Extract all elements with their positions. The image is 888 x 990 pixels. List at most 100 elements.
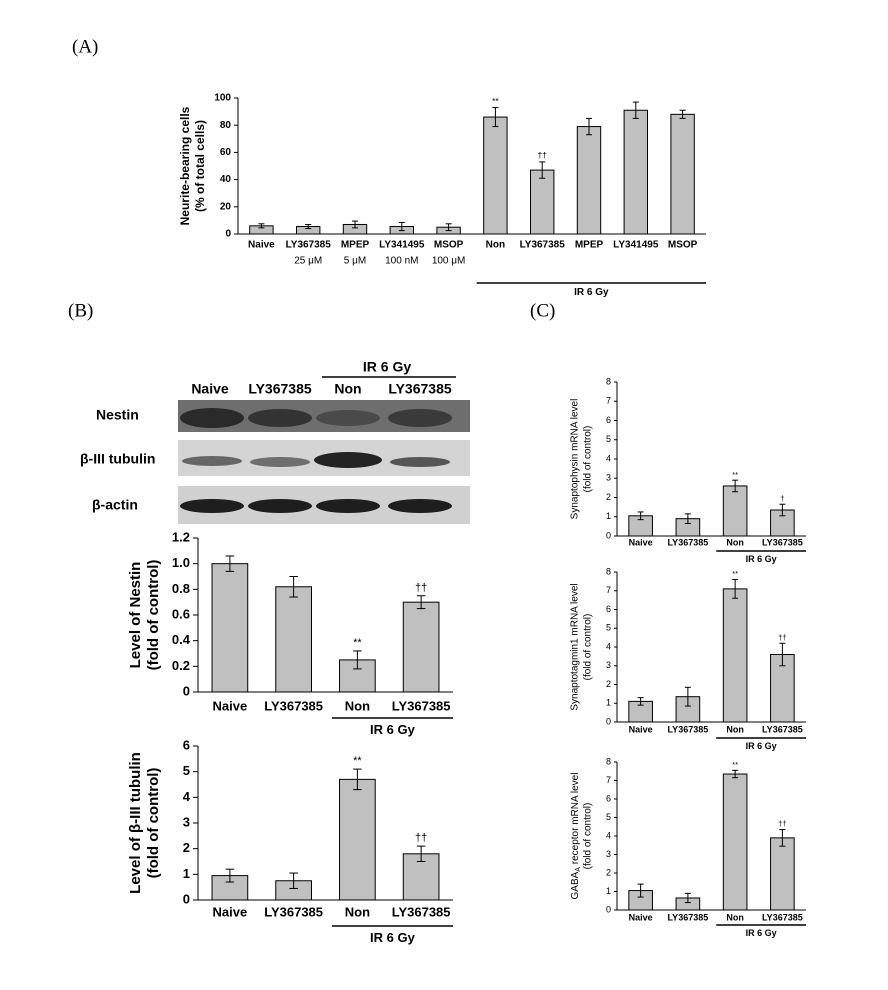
- y-tick-label: 0: [606, 904, 611, 914]
- y-tick-label: 8: [606, 566, 611, 576]
- x-tick-label: LY367385: [762, 724, 803, 734]
- group-label: IR 6 Gy: [370, 722, 416, 737]
- error-bar: [539, 161, 546, 179]
- error-bar: [445, 223, 452, 232]
- y-axis-label: Level of β-III tubulin: [127, 752, 144, 894]
- error-bar: [732, 769, 739, 779]
- x-tick-label: Naive: [248, 240, 275, 251]
- significance-marker: **: [353, 637, 362, 649]
- label-subscript: A: [575, 867, 582, 872]
- bar: [275, 586, 312, 693]
- y-tick-label: 0.8: [172, 581, 190, 596]
- y-axis-label: Synaptophysin mRNA level: [570, 399, 581, 520]
- blot-band: [248, 499, 312, 513]
- blot-band: [388, 499, 452, 513]
- blot-row: Nestin: [96, 407, 139, 423]
- error-bar: [352, 220, 358, 229]
- y-tick-label: 3: [606, 473, 611, 483]
- x-tick-label: 25 μM: [294, 256, 322, 267]
- y-tick-label: 1.0: [172, 555, 190, 570]
- y-tick-label: 100: [214, 93, 231, 104]
- x-tick-label: 100 μM: [432, 256, 466, 267]
- blot-band: [316, 410, 380, 426]
- y-tick-label: 3: [183, 814, 190, 829]
- bar: [483, 116, 508, 235]
- y-tick-label: 4: [606, 453, 611, 463]
- error-bar: [637, 697, 644, 706]
- blot-band: [250, 457, 310, 467]
- error-bar: [637, 511, 644, 521]
- group-label: IR 6 Gy: [746, 741, 777, 751]
- y-axis-label: (fold of control): [583, 426, 594, 493]
- y-tick-label: 0: [183, 891, 190, 906]
- y-tick-label: 40: [220, 174, 232, 185]
- y-tick-label: 0.2: [172, 658, 190, 673]
- x-tick-label: Naive: [213, 904, 248, 919]
- significance-marker: ††: [778, 819, 787, 828]
- error-bar: [684, 892, 691, 904]
- significance-marker: **: [353, 755, 362, 767]
- y-axis-label: (fold of control): [145, 768, 162, 879]
- y-tick-label: 2: [606, 679, 611, 689]
- group-label: IR 6 Gy: [746, 554, 777, 564]
- blot-row: β-III tubulin: [80, 451, 155, 467]
- bar: [530, 169, 555, 235]
- x-tick-label: LY367385: [286, 240, 332, 251]
- error-bar: [258, 223, 265, 229]
- y-tick-label: 5: [606, 434, 611, 444]
- blot-column: Naive: [191, 381, 229, 397]
- label-part: GABA: [570, 871, 581, 899]
- x-tick-label: 5 μM: [344, 256, 366, 267]
- x-tick-label: Naive: [629, 537, 653, 547]
- blot-band: [180, 408, 244, 428]
- blot-column: Non: [334, 381, 361, 397]
- y-axis-label: Synaptotagmin1 mRNA level: [570, 583, 581, 710]
- y-tick-label: 6: [606, 604, 611, 614]
- y-axis-label: (fold of control): [145, 560, 162, 671]
- y-tick-label: 4: [183, 789, 191, 804]
- bar: [339, 778, 376, 901]
- error-bar: [353, 768, 362, 791]
- blot-row: β-actin: [92, 497, 138, 513]
- x-tick-label: LY367385: [668, 724, 709, 734]
- x-tick-label: Non: [726, 537, 744, 547]
- panel-label: (A): [72, 36, 98, 57]
- x-tick-label: LY367385: [392, 698, 451, 713]
- x-tick-label: Naive: [629, 912, 653, 922]
- x-tick-label: LY367385: [668, 537, 709, 547]
- y-tick-label: 20: [220, 201, 232, 212]
- bar: [402, 601, 440, 693]
- label-part: receptor mRNA level: [570, 773, 581, 867]
- x-tick-label: LY367385: [762, 537, 803, 547]
- significance-marker: **: [732, 569, 738, 578]
- y-tick-label: 0.4: [172, 632, 191, 647]
- y-axis-label: (fold of control): [583, 614, 594, 681]
- error-bar: [305, 223, 312, 230]
- significance-marker: †: [780, 494, 784, 503]
- significance-marker: **: [732, 760, 738, 769]
- y-tick-label: 0.6: [172, 606, 190, 621]
- error-bar: [779, 503, 786, 517]
- error-bar: [684, 686, 691, 707]
- x-tick-label: Non: [726, 912, 744, 922]
- error-bar: [732, 579, 739, 599]
- y-tick-label: 6: [606, 793, 611, 803]
- y-tick-label: 2: [606, 867, 611, 877]
- error-bar: [779, 642, 786, 667]
- y-tick-label: 5: [606, 812, 611, 822]
- y-tick-label: 0: [606, 716, 611, 726]
- x-tick-label: LY367385: [762, 912, 803, 922]
- x-tick-label: MPEP: [341, 240, 370, 251]
- y-tick-label: 5: [606, 623, 611, 633]
- blot-band: [314, 452, 382, 468]
- y-axis-label: (fold of control): [583, 803, 594, 870]
- y-tick-label: 2: [606, 492, 611, 502]
- y-tick-label: 1.2: [172, 529, 190, 544]
- x-tick-label: Non: [726, 724, 744, 734]
- error-bar: [416, 845, 426, 862]
- y-axis-label: GABAA receptor mRNA level: [570, 773, 583, 900]
- group-label: IR 6 Gy: [574, 287, 609, 298]
- error-bar: [684, 513, 691, 524]
- y-tick-label: 0: [606, 530, 611, 540]
- bar: [576, 126, 602, 235]
